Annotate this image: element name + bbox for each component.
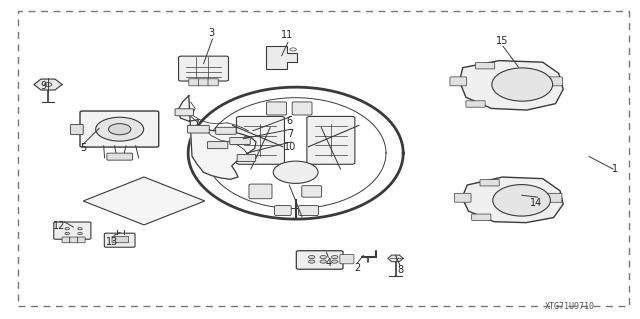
Ellipse shape — [65, 228, 69, 230]
Polygon shape — [188, 87, 403, 219]
FancyBboxPatch shape — [267, 102, 287, 115]
Polygon shape — [83, 177, 205, 225]
FancyBboxPatch shape — [472, 214, 491, 220]
Ellipse shape — [44, 83, 52, 86]
FancyBboxPatch shape — [298, 205, 319, 216]
Text: 6: 6 — [287, 116, 293, 126]
FancyBboxPatch shape — [207, 142, 228, 149]
FancyBboxPatch shape — [70, 237, 77, 243]
FancyBboxPatch shape — [208, 79, 218, 86]
Text: 10: 10 — [284, 142, 296, 152]
FancyBboxPatch shape — [275, 205, 291, 216]
Text: 12: 12 — [53, 221, 66, 232]
Polygon shape — [299, 125, 359, 169]
Polygon shape — [232, 125, 292, 169]
FancyBboxPatch shape — [175, 109, 193, 116]
FancyBboxPatch shape — [292, 102, 312, 115]
FancyBboxPatch shape — [104, 233, 135, 247]
Ellipse shape — [308, 256, 315, 259]
FancyBboxPatch shape — [189, 79, 199, 86]
Ellipse shape — [96, 117, 144, 141]
Text: XTG71U9710: XTG71U9710 — [545, 302, 595, 311]
FancyBboxPatch shape — [112, 236, 129, 243]
FancyBboxPatch shape — [179, 56, 228, 81]
Text: 11: 11 — [280, 30, 293, 40]
FancyBboxPatch shape — [476, 63, 495, 69]
Text: 2: 2 — [354, 263, 360, 273]
FancyBboxPatch shape — [340, 255, 354, 264]
FancyBboxPatch shape — [54, 222, 91, 239]
Text: 9: 9 — [40, 81, 47, 91]
FancyBboxPatch shape — [107, 153, 132, 160]
Polygon shape — [178, 96, 256, 179]
Ellipse shape — [332, 260, 338, 263]
Text: 7: 7 — [287, 129, 293, 139]
FancyBboxPatch shape — [216, 127, 236, 134]
Ellipse shape — [290, 48, 296, 51]
FancyBboxPatch shape — [77, 237, 85, 243]
Ellipse shape — [493, 185, 550, 216]
Ellipse shape — [320, 256, 326, 259]
FancyBboxPatch shape — [546, 77, 563, 86]
Ellipse shape — [109, 124, 131, 135]
Text: 15: 15 — [495, 36, 508, 47]
Polygon shape — [34, 79, 62, 90]
FancyBboxPatch shape — [62, 237, 70, 243]
FancyBboxPatch shape — [249, 184, 272, 199]
Ellipse shape — [332, 256, 338, 259]
FancyBboxPatch shape — [454, 193, 471, 202]
Ellipse shape — [273, 161, 318, 183]
Text: 14: 14 — [530, 197, 543, 208]
FancyBboxPatch shape — [198, 79, 209, 86]
Text: 3: 3 — [208, 28, 214, 39]
Ellipse shape — [78, 233, 83, 234]
FancyBboxPatch shape — [80, 111, 159, 147]
FancyBboxPatch shape — [302, 186, 322, 197]
Text: 4: 4 — [325, 258, 332, 268]
Polygon shape — [266, 46, 297, 69]
Ellipse shape — [78, 228, 83, 230]
FancyBboxPatch shape — [70, 124, 83, 135]
Text: 1: 1 — [611, 164, 618, 174]
Text: 13: 13 — [106, 237, 118, 248]
FancyBboxPatch shape — [237, 154, 256, 161]
FancyBboxPatch shape — [307, 116, 355, 164]
FancyBboxPatch shape — [296, 251, 343, 269]
FancyBboxPatch shape — [466, 101, 485, 107]
FancyBboxPatch shape — [545, 193, 562, 202]
Text: 8: 8 — [397, 264, 403, 275]
FancyBboxPatch shape — [480, 180, 499, 186]
Polygon shape — [388, 255, 403, 262]
Text: 5: 5 — [80, 143, 86, 153]
FancyBboxPatch shape — [230, 137, 250, 145]
Ellipse shape — [492, 68, 553, 101]
FancyBboxPatch shape — [188, 125, 209, 133]
FancyBboxPatch shape — [450, 77, 467, 86]
FancyBboxPatch shape — [237, 116, 285, 164]
Ellipse shape — [308, 260, 315, 263]
Polygon shape — [460, 61, 563, 110]
Ellipse shape — [65, 233, 69, 234]
Ellipse shape — [320, 260, 326, 263]
Polygon shape — [462, 177, 563, 223]
